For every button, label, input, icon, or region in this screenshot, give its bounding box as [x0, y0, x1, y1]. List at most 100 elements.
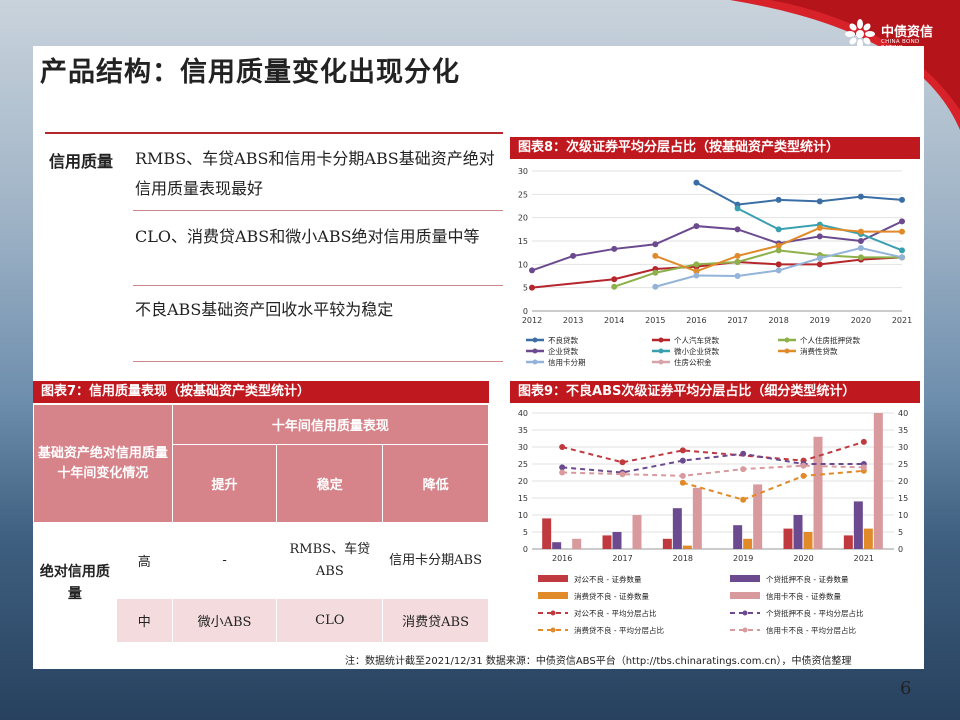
bar [733, 525, 743, 549]
legend-label: 住房公积金 [674, 357, 712, 367]
y-tick-label: 0 [523, 307, 528, 316]
chart9-title: 图表9：不良ABS次级证券平均分层占比（细分类型统计） [510, 381, 920, 403]
x-tick-label: 2020 [793, 554, 813, 563]
bar [612, 532, 622, 549]
legend-label: 消费贷不良 - 平均分层占比 [574, 625, 664, 635]
cell: 信用卡分期ABS [382, 522, 489, 599]
y-tick-label-right: 10 [898, 511, 908, 520]
data-point [860, 464, 867, 471]
point-3: 不良ABS基础资产回收水平较为稳定 [135, 300, 394, 319]
data-point [857, 228, 864, 235]
data-point [800, 472, 807, 479]
col-header-improve: 提升 [171, 444, 278, 523]
x-tick-label: 2012 [522, 316, 542, 325]
x-tick-label: 2016 [686, 316, 706, 325]
data-point [816, 198, 823, 205]
x-tick-label: 2018 [673, 554, 693, 563]
legend-label: 信用卡不良 - 证券数量 [766, 591, 841, 601]
data-point [559, 464, 566, 471]
data-point [693, 179, 700, 186]
x-tick-label: 2019 [733, 554, 753, 563]
data-point [816, 255, 823, 262]
level-mid: 中 [115, 598, 173, 643]
data-point [734, 205, 741, 212]
series-line [561, 440, 865, 464]
cell: CLO [276, 598, 384, 643]
bar [813, 436, 823, 549]
data-point [529, 267, 535, 274]
cell: 微小ABS [171, 598, 278, 643]
y-tick-label: 5 [523, 284, 528, 293]
legend-label: 消费贷不良 - 证券数量 [574, 591, 649, 601]
separator [133, 285, 503, 286]
data-point [775, 247, 782, 254]
brand-logo: 中债资信 CHINA BOND RATING [843, 17, 943, 51]
legend-label: 对公不良 - 平均分层占比 [574, 608, 657, 618]
y-tick-label: 30 [518, 167, 528, 176]
bar [873, 413, 883, 549]
x-tick-label: 2014 [604, 316, 624, 325]
legend-marker [532, 337, 538, 343]
data-point [611, 276, 618, 283]
data-point [860, 438, 867, 445]
data-point [899, 254, 905, 261]
bar [672, 508, 682, 549]
y-tick-label: 10 [518, 260, 528, 269]
bar [843, 535, 853, 549]
credit-quality-table: 基础资产绝对信用质量十年间变化情况 十年间信用质量表现 提升 稳定 降低 绝对信… [33, 404, 490, 643]
data-point [740, 466, 747, 473]
footnote: 注：数据统计截至2021/12/31 数据来源：中债资信ABS平台（http:/… [345, 656, 852, 667]
data-point [693, 272, 700, 279]
point-2: CLO、消费贷ABS和微小ABS绝对信用质量中等 [135, 227, 480, 246]
bar [853, 501, 863, 549]
y-tick-label-left: 10 [518, 511, 528, 520]
data-point [740, 496, 747, 503]
data-point [734, 259, 741, 265]
data-point [693, 261, 700, 268]
legend-marker [658, 359, 664, 365]
y-tick-label-left: 0 [523, 545, 528, 554]
data-point [652, 283, 659, 290]
data-point [775, 226, 782, 233]
data-point [529, 284, 535, 291]
series-line [695, 181, 903, 206]
y-tick-label-right: 35 [898, 426, 908, 435]
y-tick-label-right: 25 [898, 460, 908, 469]
data-point [652, 252, 659, 259]
side-label: 绝对信用质量 [33, 522, 117, 643]
brand-name-cn: 中债资信 [881, 25, 934, 40]
col-group-header: 十年间信用质量表现 [171, 404, 490, 445]
data-point [734, 226, 741, 233]
legend-marker [532, 348, 538, 354]
data-point [899, 247, 905, 254]
x-tick-label: 2015 [645, 316, 665, 325]
level-high: 高 [115, 522, 173, 599]
bar [552, 542, 562, 549]
data-point [816, 261, 823, 268]
legend-marker [658, 348, 664, 354]
col-header-stable: 稳定 [276, 444, 384, 523]
data-point [570, 252, 577, 259]
y-tick-label-left: 20 [518, 477, 528, 486]
data-point [734, 252, 741, 259]
chart8: 0 5 10 15 20 25 30 2012 2013 2014 2015 2016 2017 2018… [510, 159, 920, 375]
data-point [775, 242, 782, 249]
data-point [679, 472, 686, 479]
x-tick-label: 2013 [563, 316, 583, 325]
legend-marker [550, 627, 556, 633]
data-point [619, 459, 626, 466]
legend-marker [784, 348, 790, 354]
series-line [682, 469, 864, 501]
data-point [775, 196, 782, 203]
bar [542, 518, 552, 549]
y-tick-label-right: 30 [898, 443, 908, 452]
separator [133, 210, 503, 211]
data-point [679, 479, 686, 486]
legend-label: 个人住房抵押贷款 [800, 335, 860, 345]
table7-title: 图表7：信用质量表现（按基础资产类型统计） [33, 381, 489, 403]
y-tick-label-left: 5 [523, 528, 528, 537]
y-tick-label-left: 40 [518, 409, 528, 418]
cell: - [171, 522, 278, 599]
bar [863, 528, 873, 549]
